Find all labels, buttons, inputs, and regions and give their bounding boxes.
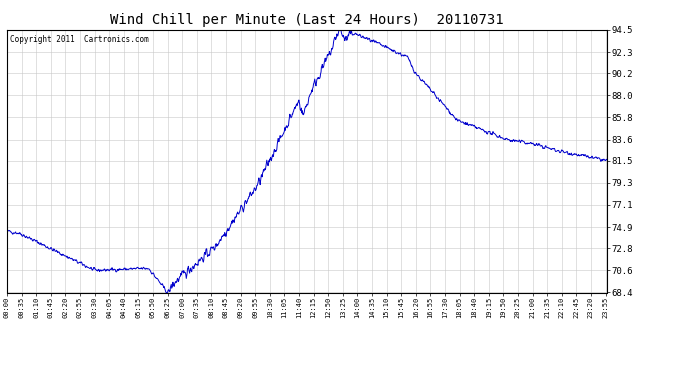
Title: Wind Chill per Minute (Last 24 Hours)  20110731: Wind Chill per Minute (Last 24 Hours) 20… [110,13,504,27]
Text: Copyright 2011  Cartronics.com: Copyright 2011 Cartronics.com [10,35,148,44]
